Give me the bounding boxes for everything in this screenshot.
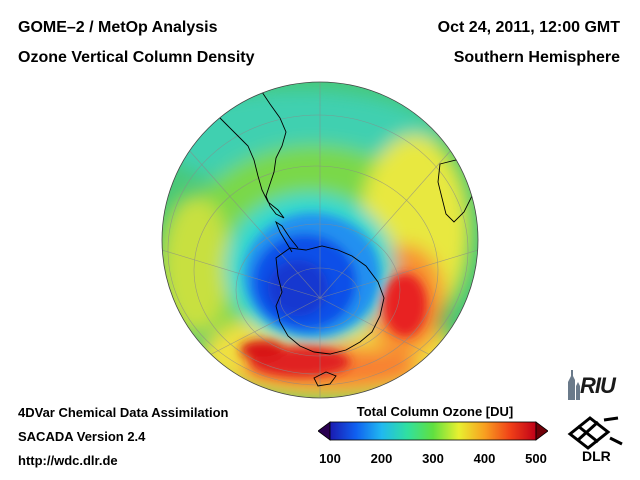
- colorbar-tick-label: 300: [422, 451, 444, 466]
- coastlines: [214, 89, 477, 387]
- product-title: GOME–2 / MetOp Analysis: [18, 19, 218, 36]
- url-link[interactable]: http://wdc.dlr.de: [18, 453, 118, 468]
- new-zealand-coast: [313, 371, 337, 387]
- version-label: SACADA Version 2.4: [18, 429, 146, 444]
- colorbar-gradient: [329, 421, 537, 441]
- red-max-east: [383, 273, 427, 337]
- colorbar-tick-label: 400: [473, 451, 496, 466]
- antarctic-peninsula: [275, 220, 299, 253]
- colorbar-tick-label: 200: [370, 451, 393, 466]
- dlr-logo-text: DLR: [582, 448, 611, 464]
- colorbar-tick-label: 500: [525, 451, 547, 466]
- datetime-label: Oct 24, 2011, 12:00 GMT: [437, 19, 620, 36]
- red-max-southwest: [240, 340, 284, 360]
- ozone-globe-map: [161, 81, 479, 399]
- riu-logo-text: RIU: [580, 373, 616, 398]
- yellow-west-band: [162, 195, 230, 335]
- globe-outline: [161, 81, 479, 399]
- south-america-coast: [214, 89, 287, 219]
- colorbar: [318, 421, 548, 441]
- ozone-hole-core: [268, 260, 328, 316]
- quantity-title: Ozone Vertical Column Density: [18, 49, 255, 66]
- graticule: [162, 82, 478, 398]
- colorbar-tick-label: 100: [319, 451, 341, 466]
- method-label: 4DVar Chemical Data Assimilation: [18, 405, 229, 420]
- region-label: Southern Hemisphere: [453, 49, 620, 66]
- dlr-logo: [567, 416, 623, 450]
- colorbar-high-arrow: [535, 421, 548, 441]
- antarctica-coast: [275, 245, 385, 355]
- riu-logo: [568, 370, 580, 400]
- colorbar-low-arrow: [318, 421, 331, 441]
- colorbar-title: Total Column Ozone [DU]: [356, 404, 514, 419]
